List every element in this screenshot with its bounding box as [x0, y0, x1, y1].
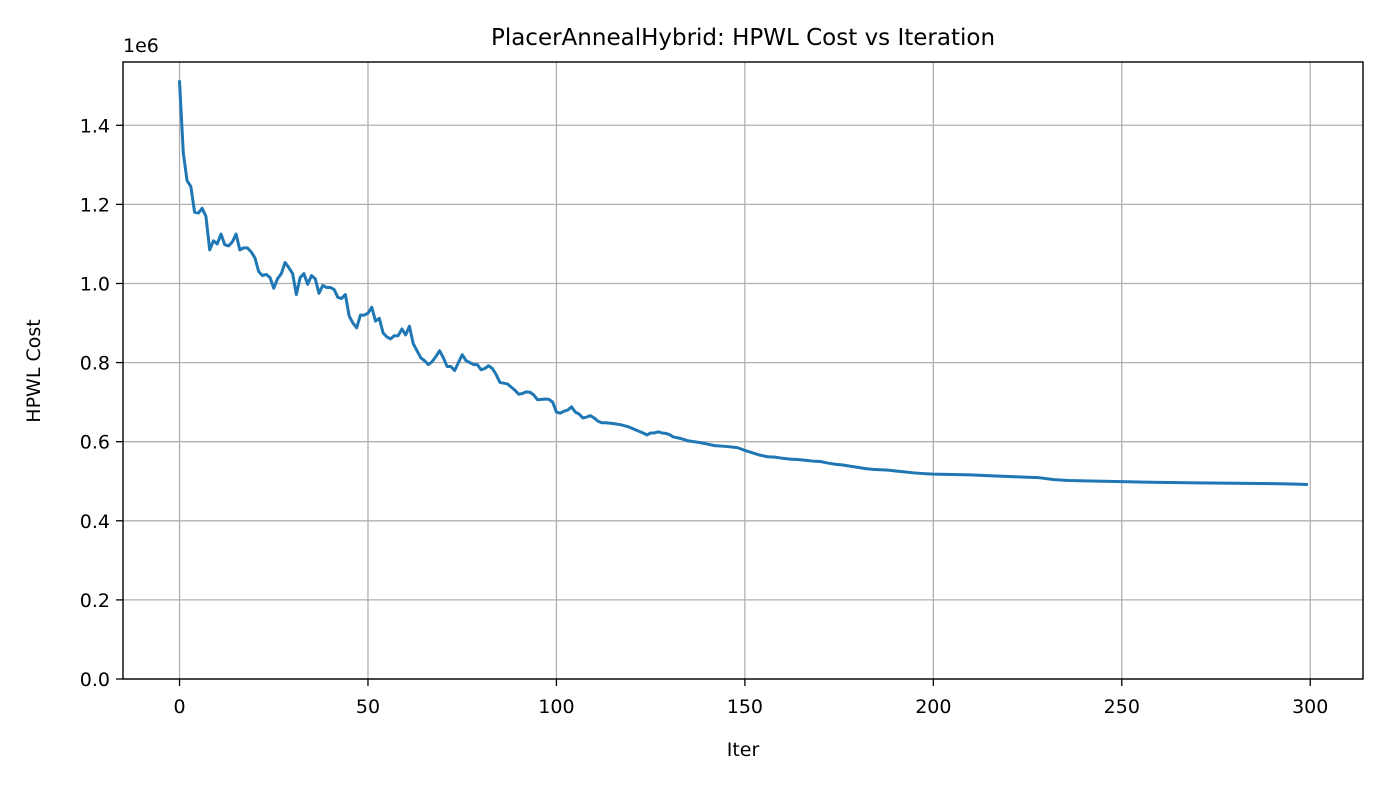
y-tick-label: 1.0 [80, 273, 110, 295]
y-tick-label: 0.2 [80, 590, 110, 612]
y-tick-label: 1.4 [80, 115, 110, 137]
y-tick-label: 0.6 [80, 432, 110, 454]
x-axis-label: Iter [727, 739, 760, 761]
y-tick-label: 0.8 [80, 353, 110, 375]
x-tick-label: 250 [1104, 696, 1140, 718]
y-tick-label: 1.2 [80, 194, 110, 216]
y-tick-label: 0.0 [80, 669, 110, 691]
x-tick-label: 200 [915, 696, 951, 718]
x-tick-label: 50 [356, 696, 380, 718]
grid-lines [123, 62, 1363, 680]
chart-title: PlacerAnnealHybrid: HPWL Cost vs Iterati… [491, 25, 995, 51]
axis-ticks: 0 50 100 150 200 250 300 0.0 0.2 0.4 0.6 0.8 1.0 1.2 1… [80, 115, 1329, 718]
x-tick-label: 0 [173, 696, 185, 718]
series-layer [177, 80, 1309, 486]
x-tick-label: 300 [1292, 696, 1328, 718]
x-tick-label: 150 [727, 696, 763, 718]
y-axis-label: HPWL Cost [23, 319, 45, 422]
x-tick-label: 100 [538, 696, 574, 718]
y-tick-label: 0.4 [80, 511, 110, 533]
plot-area-frame [122, 61, 1364, 680]
series-line [177, 80, 1309, 486]
y-axis-offset-label: 1e6 [123, 35, 159, 57]
